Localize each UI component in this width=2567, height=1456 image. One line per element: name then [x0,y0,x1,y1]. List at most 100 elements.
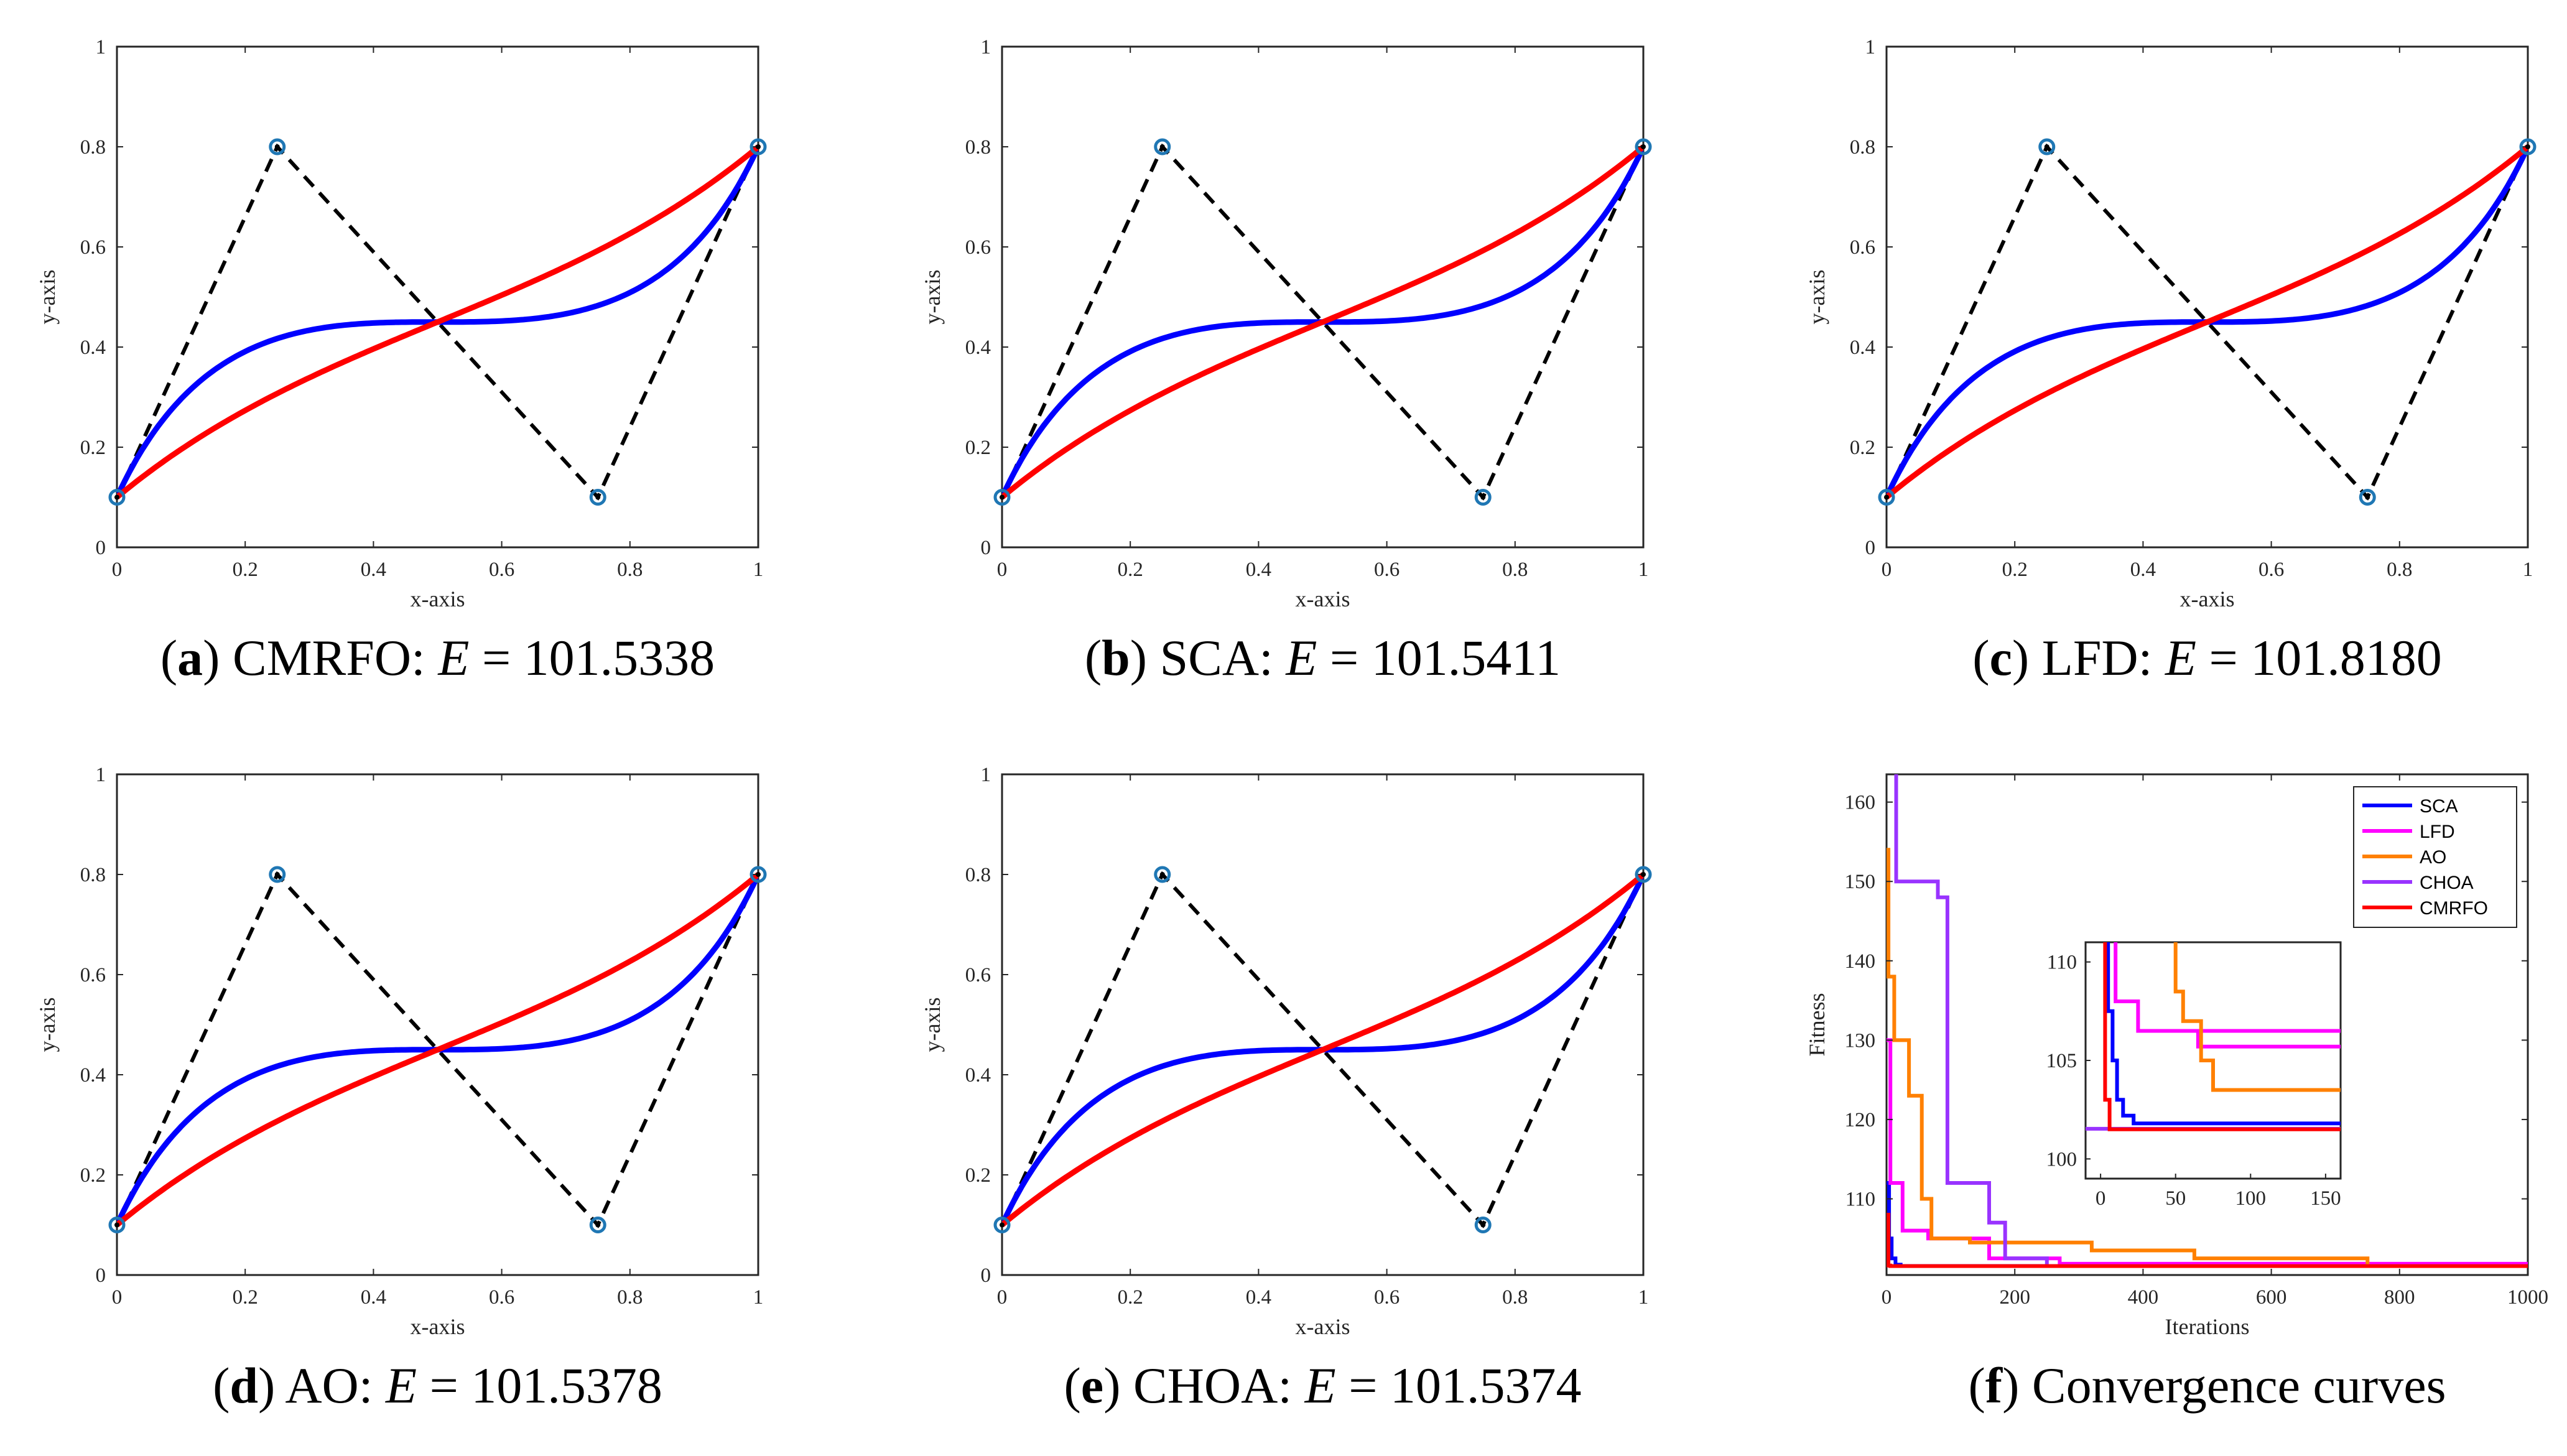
control-point-center [595,494,601,500]
caption-paren-close: ) [1103,1357,1133,1414]
axes-frame [116,45,759,549]
caption-letter: c [1990,629,2012,686]
x-tick-label: 0.8 [617,559,643,581]
control-point-center [595,1222,601,1228]
x-tick-label: 0.2 [1118,1286,1143,1309]
control-point-center [2365,494,2370,500]
y-tick-label: 1 [981,764,991,786]
inset-x-tick-label: 50 [2165,1187,2186,1210]
control-polygon [1002,871,1643,1228]
y-axis-label: Fitness [1804,993,1829,1056]
y-tick-label: 0.4 [80,1064,106,1087]
x-tick-label: 0 [997,559,1008,581]
control-point-center [1000,494,1005,500]
control-point-marker [108,489,126,506]
panel-b: 0 0.2 0.4 0.6 0.8 1 0 0.2 0.4 0.6 0.8 1 x-axis y-axis… [920,36,1652,686]
x-tick-label: 1 [1638,559,1649,581]
y-tick-label: 130 [1845,1029,1876,1052]
control-point-marker [269,866,286,883]
x-tick-label: 0.4 [361,1286,386,1309]
caption-paren-open: ( [1972,629,1989,686]
panel-a: 0 0.2 0.4 0.6 0.8 1 0 0.2 0.4 0.6 0.8 1 x-axis y-axis… [35,36,767,686]
caption-text: LFD: [2042,629,2165,686]
inset-x-tick-label: 100 [2235,1187,2267,1210]
caption-text: CMRFO: [233,629,438,686]
caption-paren-close: ) [258,1357,285,1414]
control-point-marker [1635,138,1652,155]
caption-paren-close: ) [203,629,233,686]
x-tick-label: 0 [1882,559,1892,581]
x-tick-label: 0.4 [1246,559,1271,581]
x-tick-label: 400 [2128,1286,2159,1309]
control-point-center [1159,144,1165,149]
y-tick-label: 0 [96,537,106,559]
y-tick-label: 0 [981,537,991,559]
x-tick-label: 0.2 [233,1286,258,1309]
control-point-center [756,144,761,149]
x-tick-label: 0 [112,1286,123,1309]
fitted-curve [1002,144,1643,499]
x-tick-label: 0.8 [617,1286,643,1309]
axes-frame [1001,45,1645,549]
x-tick-label: 0 [1882,1286,1892,1309]
y-tick-label: 1 [1865,36,1876,58]
control-point-marker [1635,866,1652,883]
caption-paren-open: ( [160,629,177,686]
y-axis-label: y-axis [920,270,945,325]
control-point-marker [589,489,606,506]
panel-caption: (c) LFD: E = 101.8180 [1972,629,2442,686]
control-point-marker [750,866,767,883]
y-tick-label: 0 [1865,537,1876,559]
control-point-center [274,144,280,149]
caption-text: CHOA: [1133,1357,1305,1414]
legend-label-ao: AO [2420,847,2446,868]
caption-letter: e [1081,1357,1103,1414]
control-point-center [114,494,119,500]
control-point-center [2525,144,2530,149]
control-point-center [756,872,761,877]
caption-paren-open: ( [1064,1357,1080,1414]
caption-variable: E [385,1357,417,1414]
x-tick-label: 0.2 [1118,559,1143,581]
control-point-marker [993,489,1011,506]
legend-label-lfd: LFD [2420,822,2455,842]
x-tick-label: 0.4 [1246,1286,1271,1309]
y-tick-label: 0.4 [965,336,991,359]
caption-text: SCA: [1160,629,1286,686]
inset-series-ao [2173,942,2341,1092]
caption-value: = 101.5338 [469,629,715,686]
caption-letter: b [1102,629,1130,686]
x-axis-label: x-axis [411,1314,465,1339]
caption-variable: E [1285,629,1317,686]
x-axis-label: x-axis [1296,587,1350,611]
panel-caption: (b) SCA: E = 101.5411 [1085,629,1561,686]
caption-paren-close: ) [2002,1357,2032,1414]
x-tick-label: 200 [1999,1286,2030,1309]
control-point-center [1641,872,1646,877]
control-point-marker [750,138,767,155]
y-tick-label: 0.8 [965,136,991,159]
y-tick-label: 1 [96,36,106,58]
x-tick-label: 0.4 [361,559,386,581]
plot-area [117,871,758,1228]
control-point-center [114,1222,119,1228]
control-polygon [117,871,758,1228]
plot-area [1887,143,2528,501]
control-point-marker [2359,489,2376,506]
x-axis-label: x-axis [411,587,465,611]
y-tick-label: 0.6 [80,964,106,986]
y-tick-label: 0.6 [1850,236,1875,259]
caption-paren-close: ) [2012,629,2042,686]
y-tick-label: 0.4 [80,336,106,359]
caption-variable: E [437,629,469,686]
control-point-marker [2519,138,2537,155]
y-tick-label: 0.2 [80,1164,106,1187]
x-tick-label: 1 [2523,559,2533,581]
control-polygon [117,143,758,501]
y-tick-label: 1 [981,36,991,58]
y-tick-label: 0.6 [80,236,106,259]
y-tick-label: 0.8 [965,864,991,886]
inset-plot: 0 50 100 150 100 105 110 [2046,941,2342,1210]
panel-f: 0 200 400 600 800 1000 110 120 130 140 150 160 0 50 10… [1804,773,2548,1414]
caption-variable: E [1304,1357,1336,1414]
